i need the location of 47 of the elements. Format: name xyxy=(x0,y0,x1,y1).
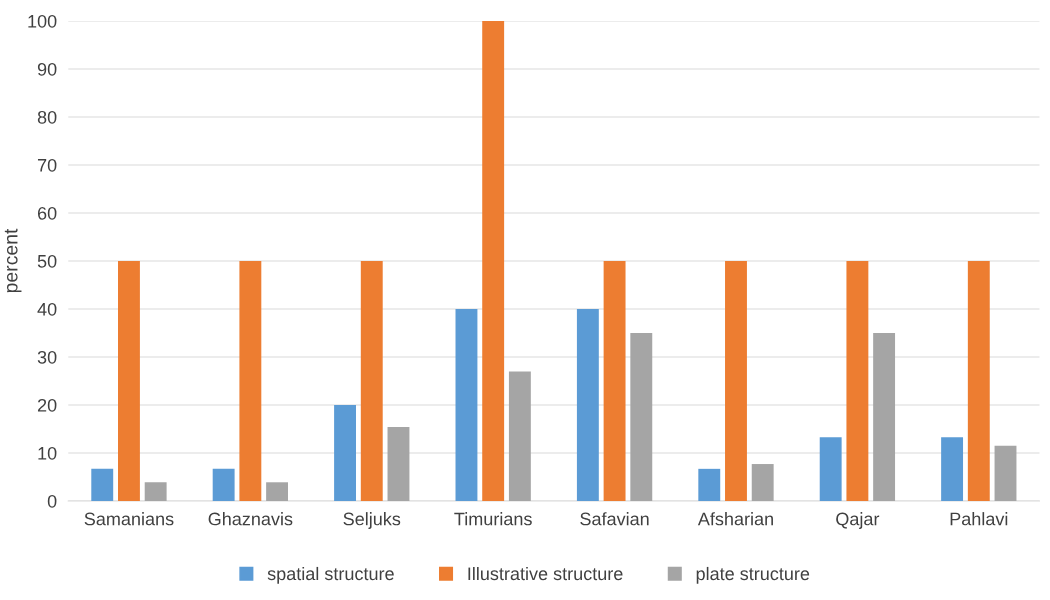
bar xyxy=(698,468,721,501)
bar xyxy=(725,261,747,501)
bar xyxy=(873,333,896,501)
y-tick-label: 80 xyxy=(37,110,57,124)
y-tick-label: 0 xyxy=(47,494,57,508)
y-tick-label: 20 xyxy=(37,398,57,412)
x-tick-label: Afsharian xyxy=(697,512,773,526)
bar xyxy=(455,309,478,501)
bar xyxy=(819,437,842,501)
bar xyxy=(482,21,505,501)
legend-label: plate structure xyxy=(696,566,810,584)
bar xyxy=(144,482,167,501)
y-tick-label: 30 xyxy=(37,350,57,364)
x-tick-label: Qajar xyxy=(836,512,880,529)
bar xyxy=(994,445,1017,501)
x-tick-label: Pahlavi xyxy=(950,512,1008,526)
x-tick-label: Safavian xyxy=(580,512,649,526)
bar xyxy=(576,309,599,501)
y-tick-label: 60 xyxy=(37,206,57,220)
y-tick-label: 50 xyxy=(37,254,57,268)
bar xyxy=(360,261,383,501)
legend-label: Illustrative structure xyxy=(468,566,623,581)
x-tick-label: Timurians xyxy=(454,512,532,526)
bar xyxy=(508,371,531,501)
bar xyxy=(941,437,964,501)
bar xyxy=(387,427,410,501)
x-tick-label: Ghaznavis xyxy=(208,512,293,526)
bar xyxy=(967,261,990,501)
bar xyxy=(239,261,262,501)
bar xyxy=(212,468,235,501)
bar xyxy=(91,468,114,501)
legend-label: spatial structure xyxy=(267,566,394,584)
x-tick-label: Seljuks xyxy=(343,512,401,529)
y-axis-title: percent xyxy=(4,228,22,293)
bar xyxy=(266,482,289,501)
bar xyxy=(334,405,357,501)
bar xyxy=(603,261,626,501)
bar xyxy=(118,261,140,501)
y-tick-label: 70 xyxy=(37,158,57,172)
y-tick-label: 40 xyxy=(37,302,57,316)
y-tick-label: 10 xyxy=(38,446,57,460)
y-tick-label: 90 xyxy=(37,62,57,76)
bar xyxy=(630,333,653,501)
y-tick-label: 100 xyxy=(28,14,57,28)
x-tick-label: Samanians xyxy=(84,512,174,526)
bar xyxy=(751,464,774,501)
bar xyxy=(846,261,869,501)
